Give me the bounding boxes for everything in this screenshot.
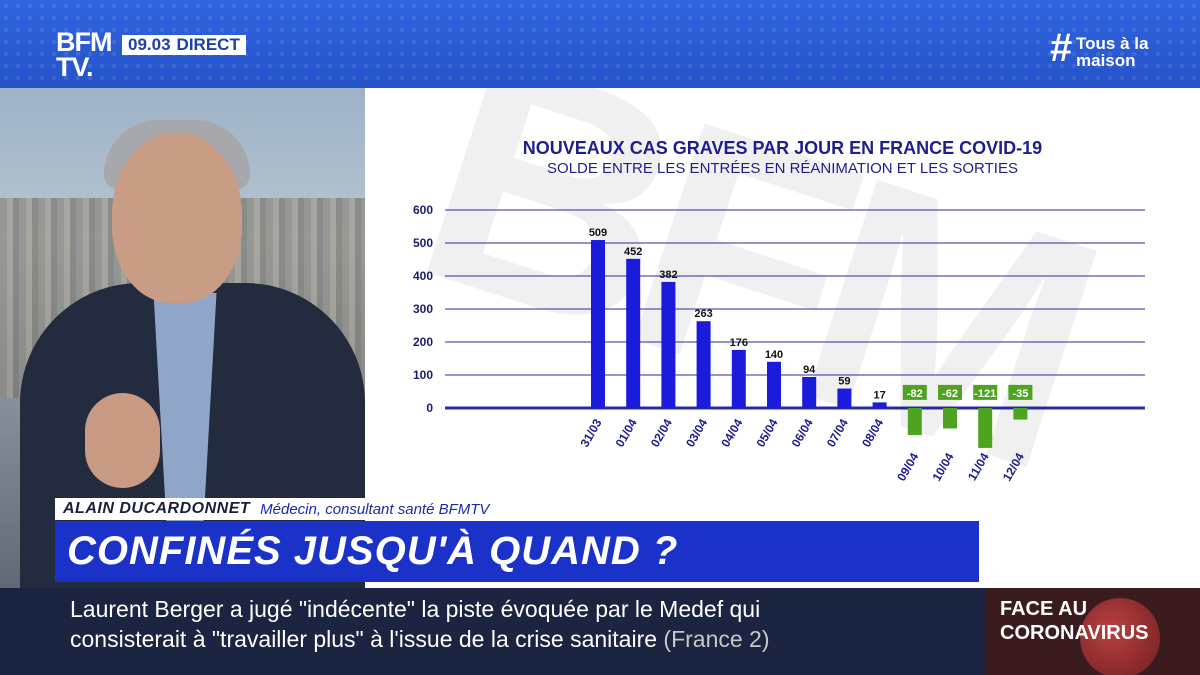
data-label-bg: [938, 384, 962, 400]
x-tick-label: 05/04: [753, 416, 780, 449]
data-label: -35: [1012, 388, 1028, 400]
x-tick-label: 08/04: [859, 416, 886, 449]
data-label: -82: [907, 388, 923, 400]
bar: [978, 408, 993, 448]
ticker-line1: Laurent Berger a jugé "indécente" la pis…: [70, 596, 761, 622]
data-label: -62: [942, 388, 958, 400]
bar: [767, 361, 781, 408]
y-tick-label: 600: [413, 203, 433, 217]
ticker-line2-text: consisterait à "travailler plus" à l'iss…: [70, 626, 658, 652]
headline-text: CONFINÉS JUSQU'À QUAND ?: [67, 529, 679, 573]
hashtag-line1: Tous à la: [1076, 34, 1149, 53]
data-label: -121: [974, 388, 996, 400]
data-label-bg: [973, 384, 998, 400]
y-tick-label: 100: [413, 368, 433, 382]
bar: [731, 349, 746, 408]
x-tick-label: 03/04: [683, 416, 710, 449]
bar: [626, 258, 641, 408]
speaker-name: ALAIN DUCARDONNET: [63, 500, 251, 517]
x-tick-label: 09/04: [894, 450, 921, 483]
data-label: 140: [765, 349, 783, 361]
ticker-line2: consisterait à "travailler plus" à l'iss…: [70, 626, 770, 653]
news-ticker: Laurent Berger a jugé "indécente" la pis…: [0, 588, 985, 675]
logo-line1: BFM: [56, 27, 112, 57]
x-tick-label: 04/04: [718, 416, 745, 449]
bar-chart: 0 100 200 300 400 500 600 509 31/03 452 01/04 382 02…: [413, 203, 1145, 484]
x-tick-label: 07/04: [824, 416, 851, 449]
x-tick-label: 31/03: [577, 416, 604, 449]
top-bar: BFM TV. 09.03 DIRECT # Tous à la maison: [0, 0, 1200, 88]
bar: [696, 321, 711, 408]
hashtag-symbol: #: [1050, 26, 1073, 70]
speaker-strap: ALAIN DUCARDONNET Médecin, consultant sa…: [55, 498, 502, 520]
bar: [661, 281, 676, 408]
headline-banner: CONFINÉS JUSQU'À QUAND ?: [55, 521, 985, 582]
headline-edge: [979, 521, 985, 582]
chart-subtitle: SOLDE ENTRE LES ENTRÉES EN RÉANIMATION E…: [547, 160, 1018, 177]
data-label: 382: [659, 269, 677, 281]
data-label: 59: [838, 376, 850, 388]
x-tick-label: 06/04: [789, 416, 816, 449]
bar: [591, 240, 605, 408]
data-label: 452: [624, 246, 642, 258]
ticker-source: (France 2): [663, 626, 770, 652]
data-label: 509: [589, 227, 607, 239]
y-tick-label: 500: [413, 236, 433, 250]
presenter-hand: [85, 393, 160, 488]
y-tick-label: 300: [413, 302, 433, 316]
chart-panel: BFM NOUVEAUX CAS GRAVES PAR JOUR EN FRAN…: [365, 88, 1200, 588]
data-label-bg: [902, 384, 927, 400]
logo-line2: TV.: [56, 52, 94, 82]
program-badge: FACE AU CORONAVIRUS: [985, 588, 1200, 675]
presenter-head: [112, 133, 242, 303]
x-tick-label: 10/04: [929, 450, 956, 483]
bar: [943, 408, 957, 429]
bar: [802, 376, 817, 408]
y-tick-label: 0: [426, 401, 433, 415]
y-tick-label: 400: [413, 269, 433, 283]
y-tick-label: 200: [413, 335, 433, 349]
data-label-bg: [1008, 384, 1033, 400]
x-tick-label: 11/04: [965, 450, 992, 483]
chart-title: NOUVEAUX CAS GRAVES PAR JOUR EN FRANCE C…: [522, 138, 1043, 158]
x-tick-label: 01/04: [613, 416, 640, 449]
x-tick-label: 02/04: [648, 416, 675, 449]
bar: [1013, 408, 1028, 420]
data-label: 263: [694, 308, 712, 320]
data-label: 94: [803, 364, 816, 376]
virus-icon: [1080, 598, 1160, 675]
hashtag-line2: maison: [1076, 51, 1136, 70]
bar: [872, 402, 887, 408]
program-line1: FACE AU: [1000, 598, 1088, 620]
clock-badge: 09.03 DIRECT: [122, 35, 246, 55]
bar: [837, 388, 852, 408]
live-label: DIRECT: [176, 35, 240, 54]
channel-logo: BFM TV.: [56, 27, 112, 82]
clock-time: 09.03: [128, 35, 171, 54]
x-tick-label: 12/04: [1000, 450, 1027, 483]
data-label: 17: [873, 389, 885, 401]
bar: [907, 408, 922, 436]
speaker-role: Médecin, consultant santé BFMTV: [260, 500, 490, 518]
program-line2: CORONAVIRUS: [1000, 622, 1149, 644]
data-label: 176: [730, 337, 748, 349]
